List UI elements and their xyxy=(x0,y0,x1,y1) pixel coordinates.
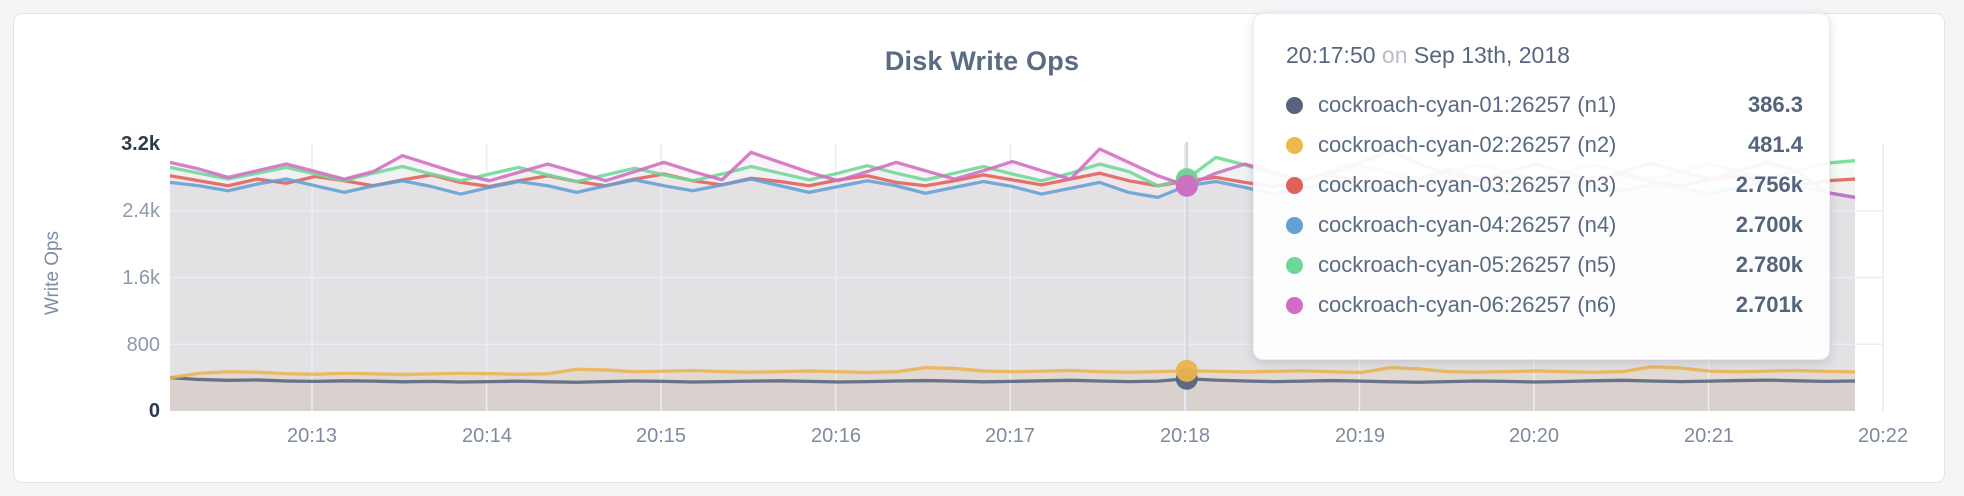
y-tick-2400: 2.4k xyxy=(122,200,160,222)
tooltip-conjunction: on xyxy=(1381,42,1408,68)
tooltip-row: cockroach-cyan-01:26257 (n1) 386.3 xyxy=(1280,85,1803,125)
x-tick-2017: 20:17 xyxy=(984,425,1036,447)
series-color-dot xyxy=(1286,136,1303,154)
tooltip-row: cockroach-cyan-06:26257 (n6) 2.701k xyxy=(1280,285,1803,325)
series-value: 2.756k xyxy=(1735,172,1803,197)
series-area-n1 xyxy=(170,377,1855,411)
x-tick-2021: 20:21 xyxy=(1683,425,1735,447)
series-label: cockroach-cyan-01:26257 (n1) xyxy=(1318,92,1617,117)
tooltip-row: cockroach-cyan-04:26257 (n4) 2.700k xyxy=(1280,205,1803,245)
series-label: cockroach-cyan-06:26257 (n6) xyxy=(1318,292,1617,317)
x-tick-2019: 20:19 xyxy=(1334,425,1386,447)
x-tick-2022: 20:22 xyxy=(1857,425,1909,447)
series-value: 481.4 xyxy=(1747,132,1803,157)
series-line-n1 xyxy=(169,375,1856,384)
x-tick-2014: 20:14 xyxy=(461,425,513,447)
series-label: cockroach-cyan-04:26257 (n4) xyxy=(1318,212,1617,237)
y-tick-800: 800 xyxy=(126,334,160,356)
chart-title: Disk Write Ops xyxy=(884,46,1080,76)
y-tick-1600: 1.6k xyxy=(122,267,160,289)
x-tick-2018: 20:18 xyxy=(1159,425,1211,447)
series-color-dot xyxy=(1286,96,1303,114)
x-tick-2016: 20:16 xyxy=(810,425,862,447)
series-value: 2.701k xyxy=(1735,292,1803,317)
series-line-n2 xyxy=(169,365,1856,380)
x-tick-2013: 20:13 xyxy=(286,425,338,447)
hover-dot-n6 xyxy=(1175,174,1198,197)
series-color-dot xyxy=(1286,176,1303,194)
y-tick-0: 0 xyxy=(148,400,160,422)
series-label: cockroach-cyan-05:26257 (n5) xyxy=(1318,252,1617,277)
hover-tooltip: 20:17:50 on Sep 13th, 2018 cockroach-cya… xyxy=(1253,13,1830,360)
tooltip-row: cockroach-cyan-05:26257 (n5) 2.780k xyxy=(1280,245,1803,285)
tooltip-row: cockroach-cyan-02:26257 (n2) 481.4 xyxy=(1280,125,1803,165)
tooltip-time: 20:17:50 xyxy=(1286,42,1376,68)
series-label: cockroach-cyan-03:26257 (n3) xyxy=(1318,172,1617,197)
series-color-dot xyxy=(1286,296,1303,314)
series-color-dot xyxy=(1286,256,1303,274)
series-area-n2 xyxy=(170,366,1855,411)
series-value: 2.780k xyxy=(1735,252,1803,277)
tooltip-row: cockroach-cyan-03:26257 (n3) 2.756k xyxy=(1280,165,1803,205)
series-color-dot xyxy=(1286,216,1303,234)
series-label: cockroach-cyan-02:26257 (n2) xyxy=(1318,132,1617,157)
x-tick-2020: 20:20 xyxy=(1508,425,1560,447)
hover-dot-n2 xyxy=(1175,359,1198,382)
y-tick-3200: 3.2k xyxy=(121,133,160,155)
tooltip-date: Sep 13th, 2018 xyxy=(1413,42,1570,68)
series-value: 2.700k xyxy=(1735,212,1803,237)
series-value: 386.3 xyxy=(1747,92,1803,117)
tooltip-timestamp: 20:17:50 on Sep 13th, 2018 xyxy=(1286,42,1803,69)
x-tick-2015: 20:15 xyxy=(635,425,687,447)
